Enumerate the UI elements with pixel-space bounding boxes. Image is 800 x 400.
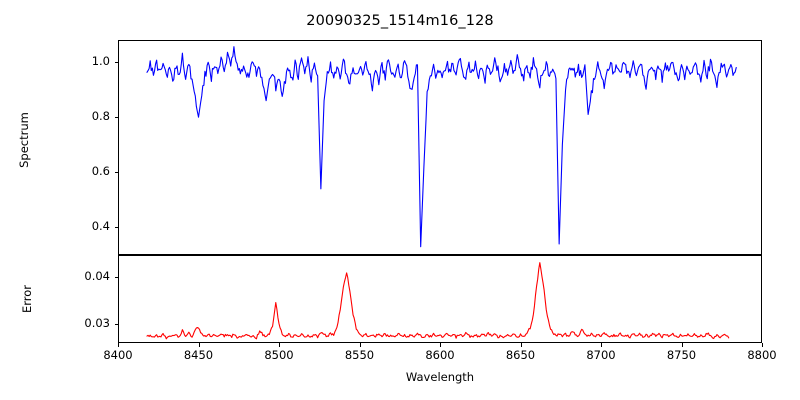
x-tick-mark-5 <box>520 343 522 347</box>
y-tick-spectrum-mark-1 <box>114 117 118 119</box>
spectrum-plot-line <box>146 46 737 248</box>
chart-title: 20090325_1514m16_128 <box>306 13 494 29</box>
y-tick-error-0: 0.04 <box>84 269 110 284</box>
x-tick-mark-4 <box>440 343 441 347</box>
x-tick-mark-6 <box>601 343 602 347</box>
y-tick-spectrum-mark-3 <box>114 227 118 229</box>
x-axis-label: Wavelength <box>405 370 475 384</box>
y-tick-spectrum-0: 1.0 <box>91 54 110 69</box>
y-tick-spectrum-3: 0.4 <box>91 219 110 234</box>
y-tick-spectrum-2: 0.6 <box>91 164 110 179</box>
y-tick-spectrum-mark-2 <box>114 172 118 174</box>
spectrum-panel <box>118 40 762 255</box>
x-tick-mark-7 <box>681 343 683 347</box>
y-tick-error-1: 0.03 <box>84 315 110 330</box>
x-tick-label-0: 8400 <box>103 348 133 362</box>
x-tick-label-1: 8450 <box>183 348 214 362</box>
x-tick-label-8: 8800 <box>747 348 777 362</box>
error-panel <box>118 255 762 343</box>
x-tick-label-7: 8750 <box>666 348 697 362</box>
x-tick-label-5: 8650 <box>505 348 536 362</box>
x-tick-mark-3 <box>359 343 361 347</box>
y-tick-error-mark-1 <box>114 323 118 325</box>
x-tick-mark-1 <box>198 343 200 347</box>
x-tick-label-6: 8700 <box>586 348 616 362</box>
y-tick-spectrum-1: 0.8 <box>91 109 110 124</box>
x-tick-label-2: 8500 <box>264 348 294 362</box>
y-tick-error-mark-0 <box>114 277 118 279</box>
x-tick-mark-2 <box>279 343 280 347</box>
x-tick-mark-8 <box>762 343 763 347</box>
y-tick-spectrum-mark-0 <box>114 62 118 64</box>
x-tick-label-4: 8600 <box>425 348 455 362</box>
y-axis-label-error: Error <box>20 284 34 314</box>
x-tick-label-3: 8550 <box>344 348 375 362</box>
y-axis-label-spectrum: Spectrum <box>17 112 31 168</box>
error-plot-line <box>146 262 730 340</box>
x-tick-mark-0 <box>118 343 119 347</box>
